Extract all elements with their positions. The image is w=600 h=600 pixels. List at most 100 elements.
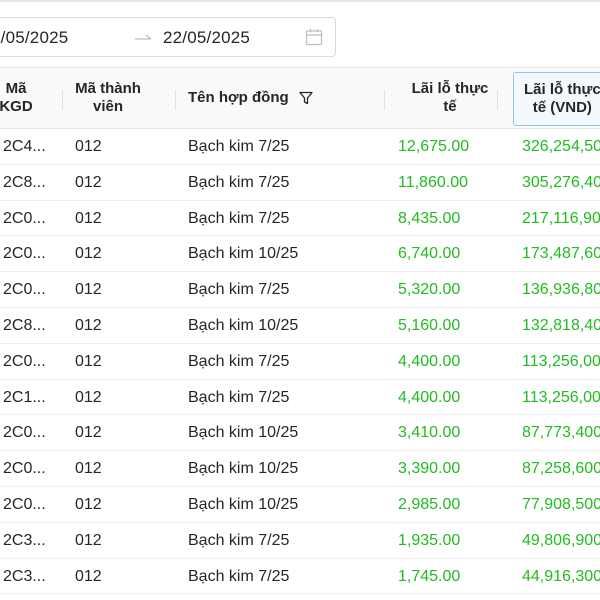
filter-icon[interactable]	[299, 91, 313, 105]
cell-ten-hop-dong: Bạch kim 7/25	[188, 352, 290, 370]
cell-ten-hop-dong: Bạch kim 10/25	[188, 495, 299, 513]
cell-lai-lo-thuc-te: 11,860.00	[398, 173, 468, 191]
table-row[interactable]: 2C3... 012 Bạch kim 7/25 1,935.00 49,806…	[0, 523, 600, 559]
cell-lai-lo-thuc-te-vnd: 326,254,500	[522, 138, 600, 155]
date-to-input[interactable]: 22/05/2025	[163, 28, 251, 47]
cell-ma-kgd: 2C0...	[3, 460, 46, 478]
cell-lai-lo-thuc-te: 1,935.00	[398, 531, 461, 549]
column-header-lai-lo-thuc-te[interactable]: Lãi lỗ thực tế	[400, 68, 500, 128]
table-row[interactable]: 2C0... 012 Bạch kim 7/25 4,400.00 113,25…	[0, 344, 600, 380]
cell-ten-hop-dong: Bạch kim 10/25	[188, 460, 299, 478]
cell-lai-lo-thuc-te-vnd: 305,276,400	[522, 173, 600, 191]
column-header-ten-hop-dong[interactable]: Tên hợp đồng	[188, 68, 338, 128]
cell-ma-thanh-vien: 012	[75, 388, 102, 406]
column-separator[interactable]	[497, 90, 498, 110]
table-header: Mã KGD Mã thành viên Tên hợp đồng Lãi lỗ…	[0, 67, 600, 129]
cell-ten-hop-dong: Bạch kim 7/25	[188, 281, 290, 299]
cell-lai-lo-thuc-te: 1,745.00	[398, 567, 461, 585]
date-range-picker[interactable]: 9/05/2025 22/05/2025	[0, 17, 336, 57]
cell-lai-lo-thuc-te: 3,410.00	[398, 424, 461, 442]
table-row[interactable]: 2C0... 012 Bạch kim 7/25 5,320.00 136,93…	[0, 272, 600, 308]
table-row[interactable]: 2C0... 012 Bạch kim 10/25 3,410.00 87,77…	[0, 415, 600, 452]
cell-ten-hop-dong: Bạch kim 7/25	[188, 209, 290, 227]
cell-ten-hop-dong: Bạch kim 10/25	[188, 245, 299, 263]
table-row[interactable]: 2C0... 012 Bạch kim 10/25 6,740.00 173,4…	[0, 236, 600, 273]
cell-ma-thanh-vien: 012	[75, 138, 102, 155]
arrow-right-icon	[135, 34, 152, 40]
table-row[interactable]: 2C8... 012 Bạch kim 10/25 5,160.00 132,8…	[0, 308, 600, 344]
cell-lai-lo-thuc-te-vnd: 49,806,900	[522, 531, 600, 549]
cell-ten-hop-dong: Bạch kim 7/25	[188, 531, 290, 549]
cell-lai-lo-thuc-te: 8,435.00	[398, 209, 461, 227]
cell-lai-lo-thuc-te-vnd: 87,773,400	[522, 424, 600, 442]
cell-ma-thanh-vien: 012	[75, 424, 102, 442]
column-header-ma-kgd[interactable]: Mã KGD	[0, 68, 36, 128]
cell-ma-kgd: 2C4...	[3, 138, 46, 155]
cell-ma-kgd: 2C3...	[3, 567, 46, 585]
cell-lai-lo-thuc-te-vnd: 87,258,600	[522, 460, 600, 478]
table-row[interactable]: 2C0... 012 Bạch kim 10/25 3,390.00 87,25…	[0, 451, 600, 487]
cell-ma-kgd: 2C0...	[3, 495, 46, 513]
cell-lai-lo-thuc-te: 3,390.00	[398, 460, 461, 478]
cell-lai-lo-thuc-te-vnd: 217,116,900	[522, 209, 600, 227]
column-header-lai-lo-thuc-te-vnd[interactable]: Lãi lỗ thực tế (VND)	[513, 72, 600, 126]
cell-ma-kgd: 2C3...	[3, 531, 46, 549]
cell-ma-kgd: 2C0...	[3, 424, 46, 442]
cell-lai-lo-thuc-te-vnd: 44,916,300	[522, 567, 600, 585]
cell-lai-lo-thuc-te-vnd: 113,256,000	[522, 352, 600, 370]
cell-ma-thanh-vien: 012	[75, 531, 102, 549]
column-separator[interactable]	[175, 90, 176, 110]
table-body: 2C4... 012 Bạch kim 7/25 12,675.00 326,2…	[0, 129, 600, 595]
table-row[interactable]: 2C1... 012 Bạch kim 7/25 4,400.00 113,25…	[0, 380, 600, 416]
cell-ma-kgd: 2C1...	[3, 388, 46, 406]
date-from-input[interactable]: 9/05/2025	[0, 28, 69, 47]
cell-ma-thanh-vien: 012	[75, 209, 102, 227]
column-separator[interactable]	[62, 90, 63, 110]
column-header-label: Lãi lỗ thực tế	[411, 80, 489, 115]
column-header-label: Lãi lỗ thực tế (VND)	[524, 81, 600, 116]
cell-ma-kgd: 2C0...	[3, 245, 46, 263]
transactions-table: Mã KGD Mã thành viên Tên hợp đồng Lãi lỗ…	[0, 67, 600, 595]
cell-lai-lo-thuc-te-vnd: 113,256,000	[522, 388, 600, 406]
cell-ma-kgd: 2C0...	[3, 281, 46, 299]
cell-ma-kgd: 2C0...	[3, 352, 46, 370]
cell-ma-thanh-vien: 012	[75, 281, 102, 299]
cell-lai-lo-thuc-te: 12,675.00	[398, 138, 470, 155]
cell-ten-hop-dong: Bạch kim 7/25	[188, 388, 290, 406]
column-header-label: Tên hợp đồng	[188, 89, 289, 106]
table-row[interactable]: 2C3... 012 Bạch kim 7/25 1,745.00 44,916…	[0, 559, 600, 595]
cell-ten-hop-dong: Bạch kim 7/25	[188, 138, 290, 155]
cell-ten-hop-dong: Bạch kim 7/25	[188, 567, 290, 585]
cell-ma-thanh-vien: 012	[75, 316, 102, 334]
cell-lai-lo-thuc-te: 5,160.00	[398, 316, 461, 334]
table-row[interactable]: 2C0... 012 Bạch kim 7/25 8,435.00 217,11…	[0, 201, 600, 237]
column-separator[interactable]	[384, 90, 385, 110]
cell-ma-thanh-vien: 012	[75, 495, 102, 513]
table-row[interactable]: 2C0... 012 Bạch kim 10/25 2,985.00 77,90…	[0, 487, 600, 523]
calendar-icon[interactable]	[305, 28, 323, 46]
cell-ma-kgd: 2C8...	[3, 173, 46, 191]
cell-lai-lo-thuc-te: 5,320.00	[398, 281, 461, 299]
cell-lai-lo-thuc-te-vnd: 173,487,600	[522, 245, 600, 263]
cell-lai-lo-thuc-te-vnd: 136,936,800	[522, 281, 600, 299]
cell-ma-thanh-vien: 012	[75, 567, 102, 585]
cell-ma-thanh-vien: 012	[75, 352, 102, 370]
table-row[interactable]: 2C4... 012 Bạch kim 7/25 12,675.00 326,2…	[0, 129, 600, 165]
cell-ma-thanh-vien: 012	[75, 245, 102, 263]
column-header-ma-thanh-vien[interactable]: Mã thành viên	[72, 68, 144, 128]
column-header-label: Mã thành viên	[75, 80, 141, 115]
cell-ma-kgd: 2C0...	[3, 209, 46, 227]
cell-lai-lo-thuc-te-vnd: 132,818,400	[522, 316, 600, 334]
cell-ma-thanh-vien: 012	[75, 460, 102, 478]
table-row[interactable]: 2C8... 012 Bạch kim 7/25 11,860.00 305,2…	[0, 165, 600, 201]
cell-lai-lo-thuc-te: 6,740.00	[398, 245, 461, 263]
column-header-label: Mã KGD	[0, 80, 33, 115]
cell-lai-lo-thuc-te: 2,985.00	[398, 495, 461, 513]
cell-ma-thanh-vien: 012	[75, 173, 102, 191]
cell-lai-lo-thuc-te: 4,400.00	[398, 388, 461, 406]
cell-lai-lo-thuc-te: 4,400.00	[398, 352, 461, 370]
cell-lai-lo-thuc-te-vnd: 77,908,500	[522, 495, 600, 513]
cell-ten-hop-dong: Bạch kim 10/25	[188, 316, 299, 334]
cell-ten-hop-dong: Bạch kim 10/25	[188, 424, 299, 442]
top-divider	[0, 0, 600, 2]
